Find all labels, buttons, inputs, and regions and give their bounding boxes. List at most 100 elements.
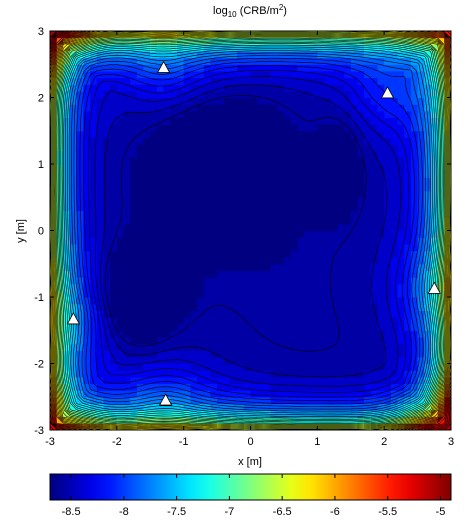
heatmap-cell — [250, 210, 258, 218]
heatmap-cell — [203, 183, 211, 192]
heatmap-cell — [417, 137, 425, 145]
heatmap-cell — [90, 336, 98, 345]
heatmap-cell — [397, 230, 405, 238]
heatmap-cell — [203, 130, 211, 138]
heatmap-cell — [370, 230, 379, 238]
heatmap-cell — [410, 117, 419, 125]
heatmap-cell — [70, 137, 78, 145]
heatmap-cell — [344, 423, 352, 430]
heatmap-cell — [337, 250, 345, 258]
heatmap-cell — [136, 210, 145, 218]
heatmap-cell — [437, 210, 445, 218]
heatmap-cell — [377, 124, 385, 132]
heatmap-cell — [156, 396, 165, 404]
heatmap-cell — [243, 210, 252, 218]
heatmap-cell — [303, 383, 312, 391]
heatmap-cell — [130, 44, 138, 52]
heatmap-cell — [337, 410, 345, 418]
heatmap-cell — [310, 64, 318, 72]
heatmap-cell — [377, 223, 385, 232]
heatmap-cell — [150, 243, 158, 252]
heatmap-cell — [63, 137, 71, 145]
heatmap-cell — [176, 290, 185, 298]
heatmap-cell — [110, 330, 118, 338]
heatmap-cell — [317, 390, 325, 398]
heatmap-cell — [297, 410, 305, 418]
heatmap-cell — [210, 124, 218, 132]
heatmap-cell — [243, 310, 252, 318]
heatmap-cell — [310, 237, 318, 245]
heatmap-cell — [297, 316, 305, 325]
heatmap-cell — [163, 390, 171, 398]
heatmap-cell — [136, 104, 145, 112]
heatmap-cell — [90, 390, 98, 398]
heatmap-cell — [70, 237, 78, 245]
heatmap-cell — [357, 97, 365, 105]
heatmap-cell — [290, 370, 298, 378]
heatmap-cell — [444, 90, 451, 99]
heatmap-cell — [190, 197, 198, 205]
heatmap-cell — [384, 356, 392, 365]
heatmap-cell — [303, 31, 312, 39]
heatmap-cell — [310, 363, 318, 371]
heatmap-cell — [404, 343, 412, 351]
heatmap-cell — [430, 423, 439, 430]
heatmap-cell — [210, 157, 218, 165]
heatmap-cell — [223, 323, 232, 331]
heatmap-cell — [223, 376, 232, 385]
heatmap-cell — [283, 164, 292, 172]
heatmap-cell — [237, 370, 245, 378]
heatmap-cell — [277, 197, 285, 205]
heatmap-cell — [297, 383, 305, 391]
heatmap-cell — [83, 376, 91, 385]
heatmap-cell — [410, 90, 419, 99]
heatmap-cell — [277, 323, 285, 331]
heatmap-cell — [430, 70, 439, 79]
heatmap-cell — [277, 31, 285, 39]
heatmap-cell — [237, 343, 245, 351]
heatmap-cell — [156, 137, 165, 145]
heatmap-cell — [176, 303, 185, 311]
heatmap-cell — [437, 64, 445, 72]
heatmap-cell — [203, 157, 211, 165]
heatmap-cell — [237, 243, 245, 252]
heatmap-cell — [176, 356, 185, 365]
heatmap-cell — [283, 383, 292, 391]
heatmap-cell — [270, 104, 278, 112]
heatmap-cell — [163, 310, 171, 318]
heatmap-cell — [263, 396, 272, 404]
heatmap-cell — [90, 277, 98, 285]
heatmap-cell — [76, 310, 85, 318]
heatmap-cell — [277, 250, 285, 258]
heatmap-cell — [310, 230, 318, 238]
heatmap-cell — [263, 190, 272, 198]
heatmap-cell — [70, 130, 78, 138]
heatmap-cell — [377, 350, 385, 358]
heatmap-cell — [83, 316, 91, 325]
heatmap-cell — [444, 77, 451, 85]
heatmap-cell — [364, 50, 372, 59]
heatmap-cell — [317, 177, 325, 185]
heatmap-cell — [217, 84, 225, 92]
heatmap-cell — [163, 336, 171, 345]
heatmap-cell — [123, 230, 131, 238]
heatmap-cell — [290, 84, 298, 92]
heatmap-cell — [317, 257, 325, 265]
heatmap-cell — [156, 117, 165, 125]
heatmap-cell — [297, 370, 305, 378]
heatmap-cell — [130, 350, 138, 358]
heatmap-cell — [170, 383, 178, 391]
heatmap-cell — [136, 336, 145, 345]
heatmap-cell — [364, 223, 372, 232]
heatmap-cell — [350, 243, 359, 252]
heatmap-cell — [390, 290, 399, 298]
heatmap-cell — [203, 410, 211, 418]
heatmap-cell — [444, 416, 451, 424]
heatmap-cell — [210, 44, 218, 52]
heatmap-cell — [96, 416, 105, 424]
heatmap-cell — [344, 137, 352, 145]
heatmap-cell — [217, 316, 225, 325]
heatmap-cell — [56, 343, 64, 351]
heatmap-cell — [190, 336, 198, 345]
heatmap-cell — [417, 190, 425, 198]
